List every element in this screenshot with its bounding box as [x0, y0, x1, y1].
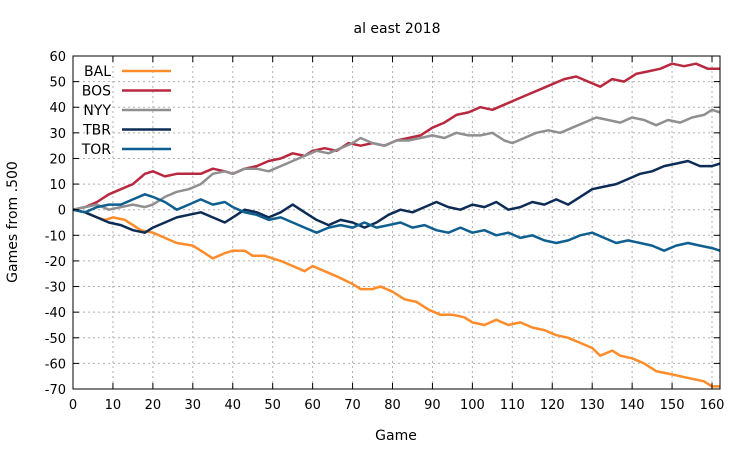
series-lines: [72, 62, 721, 388]
x-tick-label: 130: [580, 398, 605, 413]
x-tick-label: 70: [344, 398, 361, 413]
y-tick-label: -10: [45, 229, 66, 244]
series-line-bos: [72, 62, 720, 211]
y-tick-label: 30: [49, 127, 66, 142]
legend: BAL BOS NYY TBR TOR: [81, 64, 171, 158]
series-line-tor: [72, 193, 721, 252]
x-tick-label: 140: [620, 398, 645, 413]
legend-label-nyy: NYY: [83, 103, 111, 119]
x-tick-label: 0: [69, 398, 77, 413]
series-line-bal: [72, 208, 720, 388]
y-tick-label: -20: [45, 255, 66, 270]
legend-label-bal: BAL: [84, 64, 111, 80]
y-tick-label: 20: [49, 152, 66, 167]
y-tick-label: -50: [45, 332, 66, 347]
legend-label-tor: TOR: [81, 142, 112, 158]
plot-border: [72, 55, 721, 390]
y-tick-label: 60: [49, 50, 66, 65]
x-tick-label: 100: [460, 398, 485, 413]
y-tick-label: 50: [49, 76, 66, 91]
x-tick-label: 120: [540, 398, 565, 413]
chart-title: al east 2018: [354, 21, 441, 37]
x-tick-label: 90: [424, 398, 441, 413]
y-tick-label: 10: [49, 178, 66, 193]
axis-ticks: -70 -60 -50 -40 -30 -20 -10 0 10 20 30 40 50 60 0 10 20 3…: [45, 50, 725, 413]
y-tick-label: -30: [45, 281, 66, 296]
x-tick-label: 20: [145, 398, 162, 413]
legend-label-tbr: TBR: [82, 123, 111, 139]
x-tick-label: 110: [500, 398, 525, 413]
x-tick-label: 40: [224, 398, 241, 413]
series-line-tbr: [72, 159, 721, 234]
x-tick-label: 60: [304, 398, 321, 413]
x-tick-label: 80: [384, 398, 401, 413]
x-tick-label: 50: [264, 398, 281, 413]
x-tick-label: 150: [660, 398, 685, 413]
y-tick-label: -70: [45, 383, 66, 398]
y-axis-label: Games from .500: [5, 161, 21, 283]
y-tick-label: -60: [45, 357, 66, 372]
x-tick-label: 160: [700, 398, 725, 413]
x-axis-label: Game: [375, 428, 417, 444]
x-tick-label: 30: [185, 398, 202, 413]
x-tick-label: 10: [105, 398, 122, 413]
series-line-nyy: [72, 108, 721, 211]
y-tick-label: 0: [58, 204, 66, 219]
y-tick-label: 40: [49, 101, 66, 116]
y-tick-label: -40: [45, 306, 66, 321]
legend-label-bos: BOS: [82, 84, 111, 100]
